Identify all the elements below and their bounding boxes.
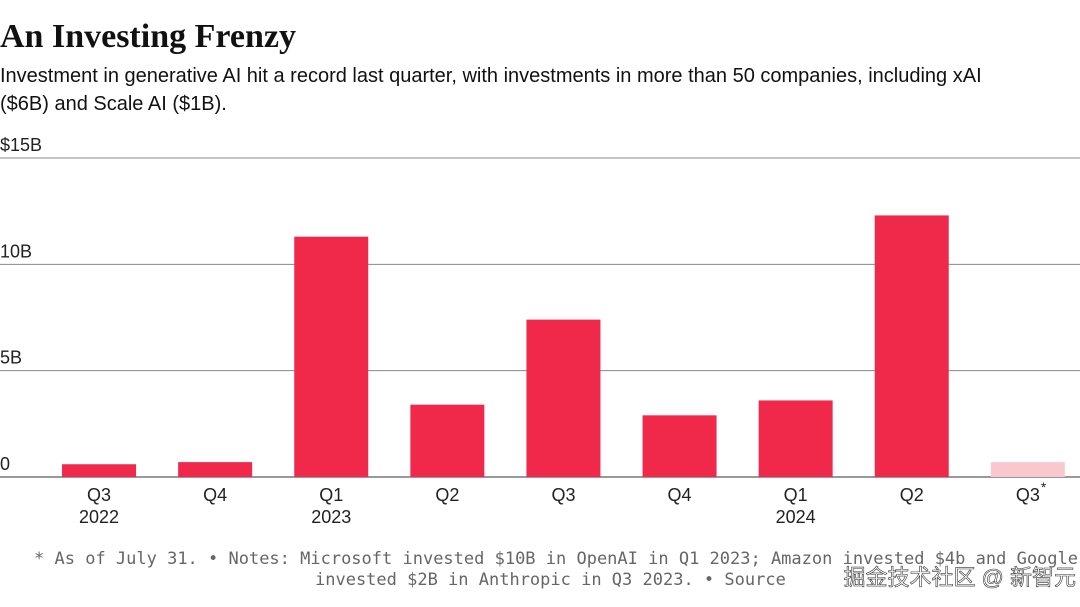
bar — [874, 215, 949, 478]
category-note: * — [1041, 479, 1047, 495]
y-tick-label: $15B — [0, 135, 42, 155]
x-tick-label: Q3 — [1016, 485, 1040, 505]
bar — [178, 462, 253, 477]
x-tick-label: Q4 — [668, 485, 692, 505]
footnote: invested $2B in Anthropic in Q3 2023. • … — [315, 570, 786, 590]
x-year-label: 2022 — [79, 507, 119, 527]
x-year-label: 2023 — [311, 507, 351, 527]
bar — [758, 400, 833, 477]
y-tick-label: 10B — [0, 241, 32, 261]
x-tick-label: Q4 — [203, 485, 227, 505]
bar — [294, 236, 369, 477]
chart-title: An Investing Frenzy — [0, 18, 296, 55]
x-year-label: 2024 — [776, 507, 816, 527]
footnote: * As of July 31. • Notes: Microsoft inve… — [34, 549, 1078, 569]
bar — [62, 464, 137, 477]
bar — [642, 415, 717, 477]
x-tick-label: Q1 — [319, 485, 343, 505]
bar — [410, 404, 485, 477]
subtitle: Investment in generative AI hit a record… — [0, 65, 982, 87]
bar — [990, 462, 1065, 477]
x-tick-label: Q2 — [435, 485, 459, 505]
x-tick-label: Q1 — [784, 485, 808, 505]
subtitle: ($6B) and Scale AI ($1B). — [0, 93, 227, 115]
bar — [526, 319, 601, 477]
y-tick-label: 0 — [0, 454, 10, 474]
watermark: 掘金技术社区 @ 新智元 — [843, 565, 1076, 590]
y-tick-label: 5B — [0, 348, 22, 368]
x-tick-label: Q3 — [551, 485, 575, 505]
x-tick-label: Q2 — [900, 485, 924, 505]
x-tick-label: Q3 — [87, 485, 111, 505]
